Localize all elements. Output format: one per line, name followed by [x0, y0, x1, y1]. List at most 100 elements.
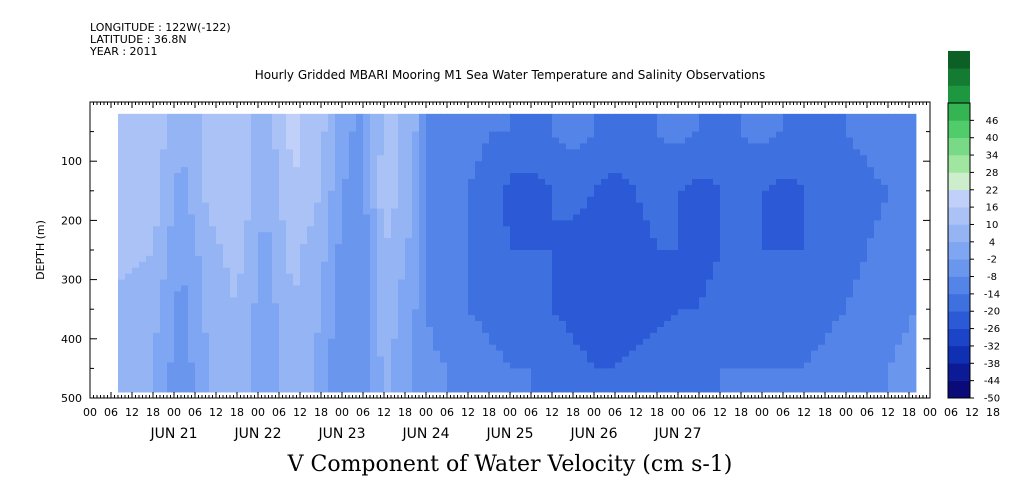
heatmap-cell	[181, 167, 189, 174]
heatmap-cell	[783, 386, 791, 393]
heatmap-cell	[440, 368, 448, 375]
heatmap-cell	[776, 232, 784, 239]
heatmap-cell	[594, 202, 602, 209]
heatmap-cell	[321, 119, 329, 127]
heatmap-cell	[629, 380, 637, 387]
heatmap-cell	[286, 297, 294, 304]
heatmap-cell	[370, 232, 378, 239]
heatmap-cell	[517, 250, 525, 257]
heatmap-cell	[685, 321, 693, 328]
heatmap-cell	[811, 119, 819, 127]
heatmap-cell	[783, 261, 791, 269]
chart-title: Hourly Gridded MBARI Mooring M1 Sea Wate…	[254, 68, 766, 82]
heatmap-cell	[461, 155, 469, 162]
heatmap-cell	[461, 332, 469, 340]
heatmap-cell	[741, 238, 749, 245]
heatmap-cell	[188, 267, 196, 275]
heatmap-cell	[384, 143, 392, 150]
heatmap-cell	[461, 226, 469, 233]
heatmap-cell	[797, 173, 805, 180]
heatmap-cell	[363, 267, 371, 275]
heatmap-cell	[671, 309, 679, 316]
heatmap-cell	[188, 332, 196, 340]
heatmap-cell	[384, 386, 392, 393]
heatmap-cell	[783, 315, 791, 322]
heatmap-cell	[405, 125, 413, 132]
heatmap-cell	[174, 344, 182, 352]
heatmap-cell	[853, 202, 861, 209]
heatmap-cell	[391, 167, 399, 174]
heatmap-cell	[251, 238, 259, 245]
heatmap-cell	[328, 196, 336, 204]
heatmap-cell	[405, 155, 413, 162]
heatmap-cell	[139, 362, 147, 369]
heatmap-cell	[426, 190, 434, 198]
heatmap-cell	[720, 143, 728, 150]
heatmap-cell	[643, 362, 651, 369]
heatmap-cell	[769, 386, 777, 393]
heatmap-cell	[419, 202, 427, 209]
heatmap-cell	[545, 184, 553, 192]
heatmap-cell	[454, 202, 462, 209]
heatmap-cell	[846, 279, 854, 286]
heatmap-cell	[622, 131, 630, 138]
heatmap-cell	[608, 326, 616, 334]
heatmap-cell	[153, 356, 161, 363]
heatmap-cell	[321, 326, 329, 334]
heatmap-cell	[391, 196, 399, 204]
heatmap-cell	[804, 125, 812, 132]
heatmap-cell	[755, 344, 763, 352]
heatmap-cell	[146, 131, 154, 138]
heatmap-cell	[188, 208, 196, 215]
heatmap-cell	[391, 226, 399, 233]
heatmap-cell	[734, 244, 742, 251]
heatmap-cell	[300, 143, 308, 150]
heatmap-cell	[545, 149, 553, 156]
heatmap-cell	[587, 202, 595, 209]
heatmap-cell	[412, 214, 420, 221]
heatmap-cell	[356, 303, 364, 310]
heatmap-cell	[153, 321, 161, 328]
heatmap-cell	[769, 250, 777, 257]
heatmap-cell	[720, 238, 728, 245]
heatmap-cell	[482, 279, 490, 286]
heatmap-cell	[125, 161, 133, 168]
heatmap-cell	[475, 208, 483, 215]
heatmap-cell	[503, 350, 511, 357]
heatmap-cell	[538, 125, 546, 132]
heatmap-cell	[573, 326, 581, 334]
heatmap-cell	[706, 119, 714, 127]
heatmap-cell	[167, 232, 175, 239]
heatmap-cell	[643, 244, 651, 251]
heatmap-cell	[321, 273, 329, 280]
heatmap-cell	[356, 344, 364, 352]
heatmap-cell	[384, 279, 392, 286]
heatmap-cell	[223, 238, 231, 245]
heatmap-cell	[797, 137, 805, 144]
heatmap-cell	[307, 125, 315, 132]
heatmap-cell	[258, 202, 266, 209]
heatmap-cell	[587, 125, 595, 132]
heatmap-cell	[503, 173, 511, 180]
heatmap-cell	[237, 321, 245, 328]
heatmap-cell	[286, 226, 294, 233]
heatmap-cell	[363, 214, 371, 221]
heatmap-cell	[251, 214, 259, 221]
heatmap-cell	[839, 119, 847, 127]
heatmap-cell	[678, 244, 686, 251]
heatmap-cell	[496, 332, 504, 340]
heatmap-cell	[132, 303, 140, 310]
heatmap-cell	[279, 326, 287, 334]
heatmap-cell	[545, 202, 553, 209]
heatmap-cell	[363, 232, 371, 239]
heatmap-cell	[643, 161, 651, 168]
heatmap-cell	[839, 267, 847, 275]
heatmap-cell	[167, 344, 175, 352]
heatmap-cell	[125, 208, 133, 215]
heatmap-cell	[636, 332, 644, 340]
heatmap-cell	[790, 285, 798, 292]
heatmap-cell	[209, 250, 217, 257]
heatmap-cell	[405, 315, 413, 322]
heatmap-cell	[608, 344, 616, 352]
heatmap-cell	[265, 167, 273, 174]
